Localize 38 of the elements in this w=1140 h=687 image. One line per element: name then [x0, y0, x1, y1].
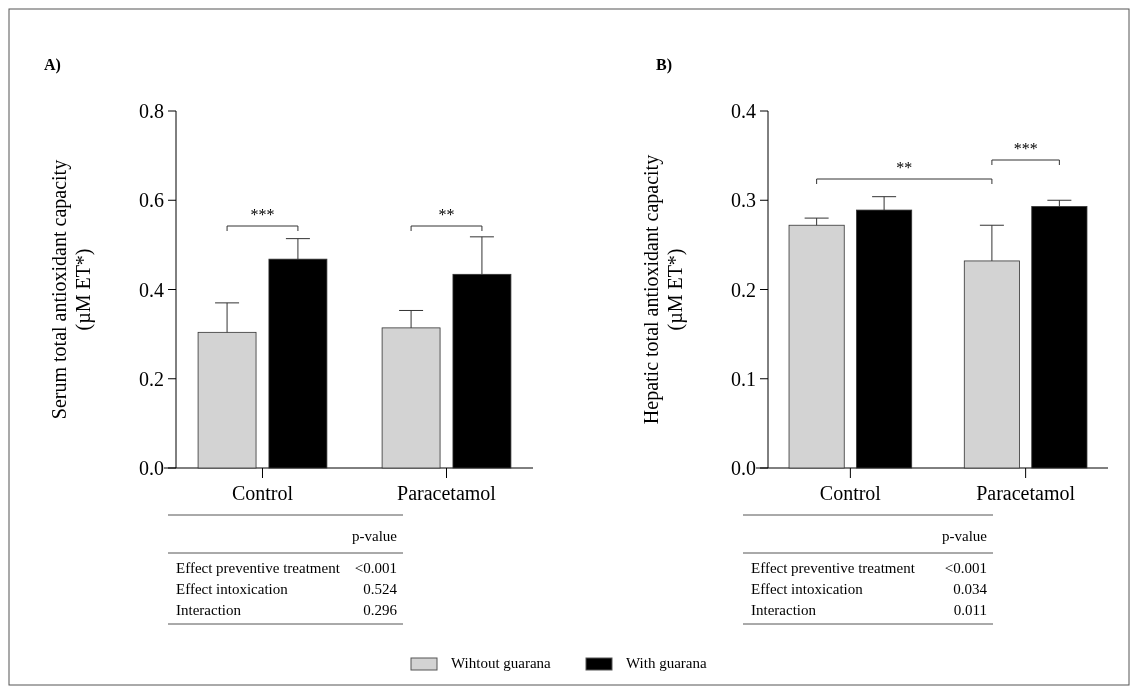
y-tick-label: 0.4 — [139, 278, 164, 301]
text: <0.001 — [354, 560, 397, 576]
y-tick-label: 0.4 — [731, 100, 756, 122]
text: p-value — [942, 528, 988, 544]
x-tick-label: Control — [819, 482, 882, 504]
y-tick-label: 0.2 — [731, 278, 756, 301]
x-tick-label: Paracetamol — [397, 482, 497, 504]
y-axis-title: Serum total antioxidant capacity (µM ET*) — [48, 159, 95, 420]
text: Interaction — [751, 602, 817, 618]
text: Effect intoxication — [176, 581, 289, 597]
annotation: *** — [1013, 140, 1038, 157]
y-tick-label: 0.0 — [731, 457, 756, 479]
x-tick-label: Paracetamol — [976, 482, 1076, 504]
annotation: ** — [438, 206, 455, 223]
annotation: ** — [896, 159, 913, 176]
legend-label: With guarana — [626, 655, 707, 671]
y-tick-label: 0.1 — [731, 367, 756, 390]
x-tick-label: Control — [231, 482, 294, 504]
text: Effect intoxication — [751, 581, 864, 597]
y-tick-label: 0.6 — [139, 189, 164, 212]
y-tick-label: 0.3 — [731, 189, 756, 212]
text: 0.034 — [953, 581, 988, 597]
chart-title: A) — [44, 56, 61, 74]
text: 0.524 — [363, 581, 398, 597]
text: Effect preventive treatment — [751, 560, 916, 576]
chart-title: B) — [656, 56, 672, 74]
y-axis-title: Hepatic total antioxidant capacity (µM ET*) — [640, 154, 687, 425]
y-tick-label: 0.0 — [139, 457, 164, 479]
y-tick-label: 0.2 — [139, 367, 164, 390]
y-tick-label: 0.8 — [139, 100, 164, 122]
text: <0.001 — [944, 560, 987, 576]
legend-label: Wihtout guarana — [451, 655, 552, 671]
text: 0.011 — [953, 602, 987, 618]
text: p-value — [352, 528, 398, 544]
annotation: *** — [250, 206, 275, 223]
text: Effect preventive treatment — [176, 560, 341, 576]
text: Interaction — [176, 602, 242, 618]
text: 0.296 — [363, 602, 398, 618]
